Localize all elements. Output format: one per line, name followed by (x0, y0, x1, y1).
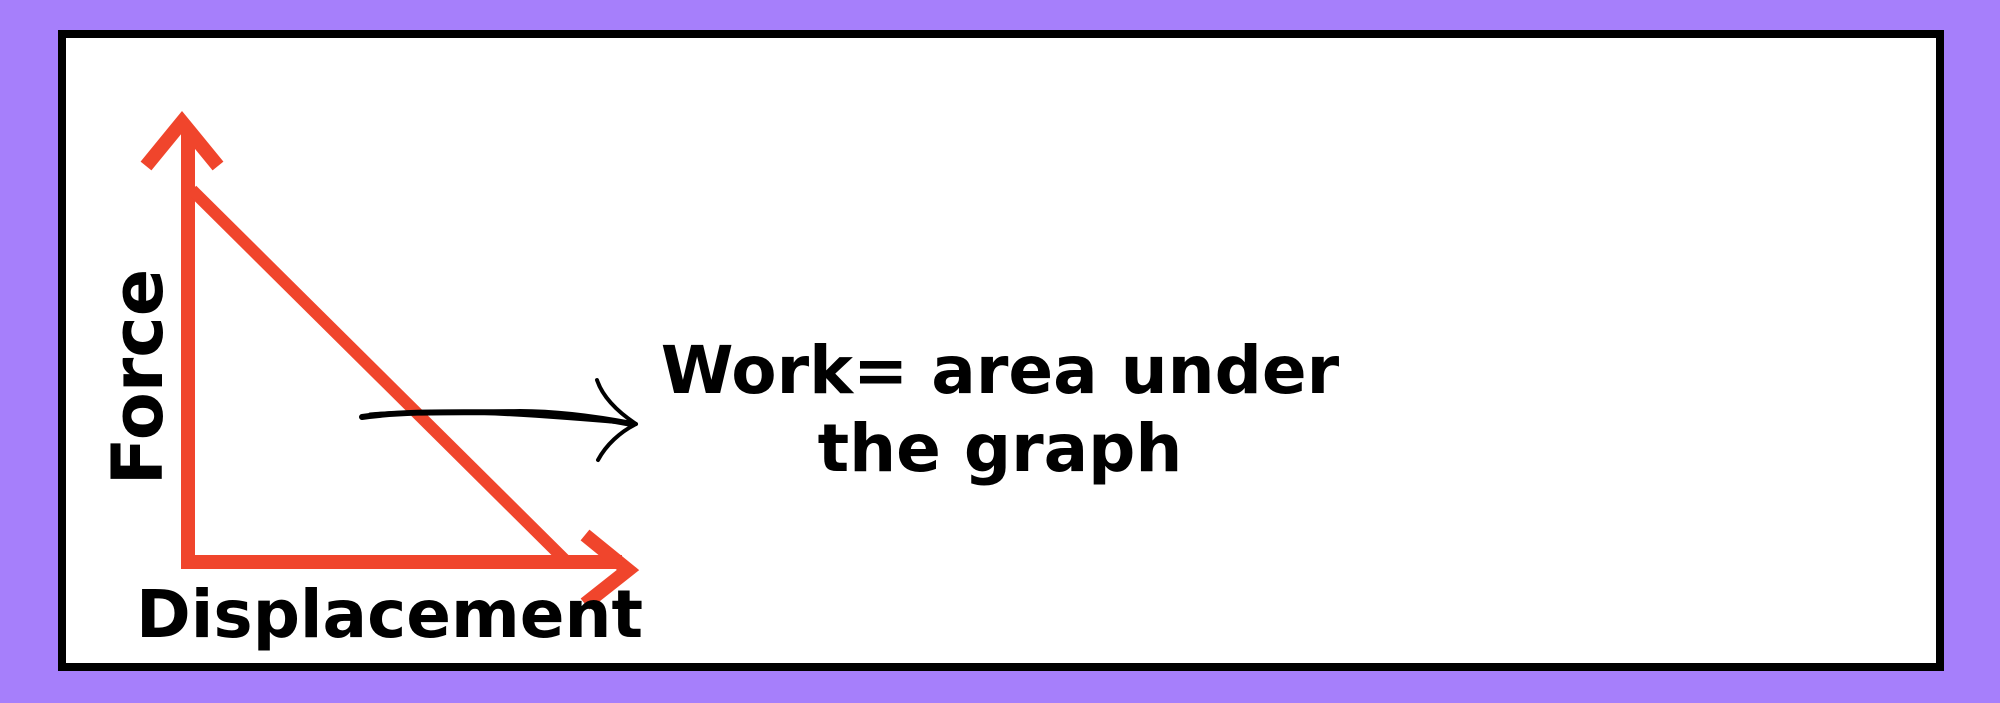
y-axis-arrowhead (140, 110, 224, 171)
y-axis-label: Force (97, 268, 179, 486)
force-line (187, 185, 571, 566)
x-axis-label: Displacement (136, 576, 644, 653)
hand-drawn-arrow-icon (359, 378, 638, 462)
caption-line-1: Work= area under (660, 332, 1340, 409)
x-axis-arrowhead (580, 529, 640, 610)
caption: Work= area under the graph (660, 332, 1340, 488)
caption-line-2: the graph (817, 410, 1183, 487)
